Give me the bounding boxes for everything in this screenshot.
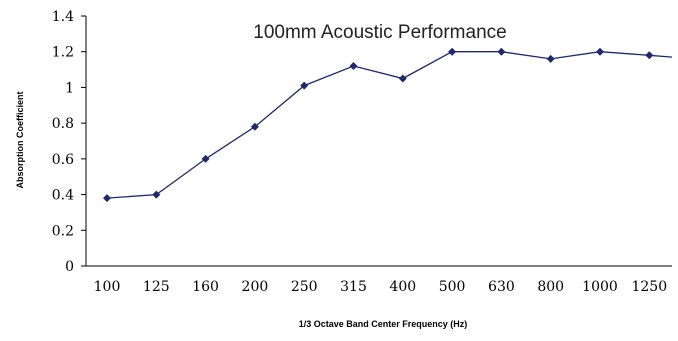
series-layer — [103, 47, 673, 203]
x-tick-label: 500 — [439, 279, 466, 295]
y-tick-label: 1 — [65, 80, 74, 96]
y-tick-label: 1.2 — [52, 45, 74, 61]
x-tick-label: 125 — [143, 279, 170, 295]
x-tick-label: 400 — [389, 279, 416, 295]
data-point — [596, 47, 604, 56]
series-line — [106, 51, 673, 199]
data-point — [300, 81, 309, 90]
data-point — [201, 154, 210, 163]
y-tick-label: 0 — [65, 259, 74, 275]
data-point — [645, 51, 654, 60]
x-tick-label: 315 — [340, 279, 367, 295]
data-point — [448, 47, 457, 56]
tick-labels: 0 0.2 0.4 0.6 0.8 1 1.2 1.4 100 125 160 200 250 315 40… — [52, 9, 667, 295]
y-tick-label: 0.2 — [52, 223, 74, 239]
x-tick-label: 1250 — [631, 279, 667, 295]
x-tick-label: 200 — [242, 279, 269, 295]
x-tick-label: 800 — [537, 279, 564, 295]
chart-title: 100mm Acoustic Performance — [253, 22, 506, 43]
data-point — [152, 190, 161, 199]
data-point — [103, 194, 111, 203]
data-point — [497, 47, 506, 56]
data-point — [349, 62, 358, 70]
y-tick-label: 0.6 — [52, 152, 74, 168]
x-axis-title: 1/3 Octave Band Center Frequency (Hz) — [299, 319, 468, 329]
x-tick-label: 1000 — [582, 279, 618, 295]
y-tick-label: 0.8 — [52, 116, 74, 132]
x-tick-label: 250 — [291, 279, 318, 295]
x-tick-label: 630 — [488, 279, 515, 295]
data-point — [250, 122, 259, 131]
y-axis-title: Absorption Coefficient — [15, 92, 25, 189]
data-point — [398, 74, 407, 83]
axes — [81, 15, 672, 267]
x-tick-label: 100 — [94, 279, 121, 295]
x-tick-label: 160 — [192, 279, 219, 295]
y-tick-label: 1.4 — [52, 9, 74, 25]
y-tick-label: 0.4 — [52, 188, 74, 204]
data-point — [546, 54, 555, 63]
